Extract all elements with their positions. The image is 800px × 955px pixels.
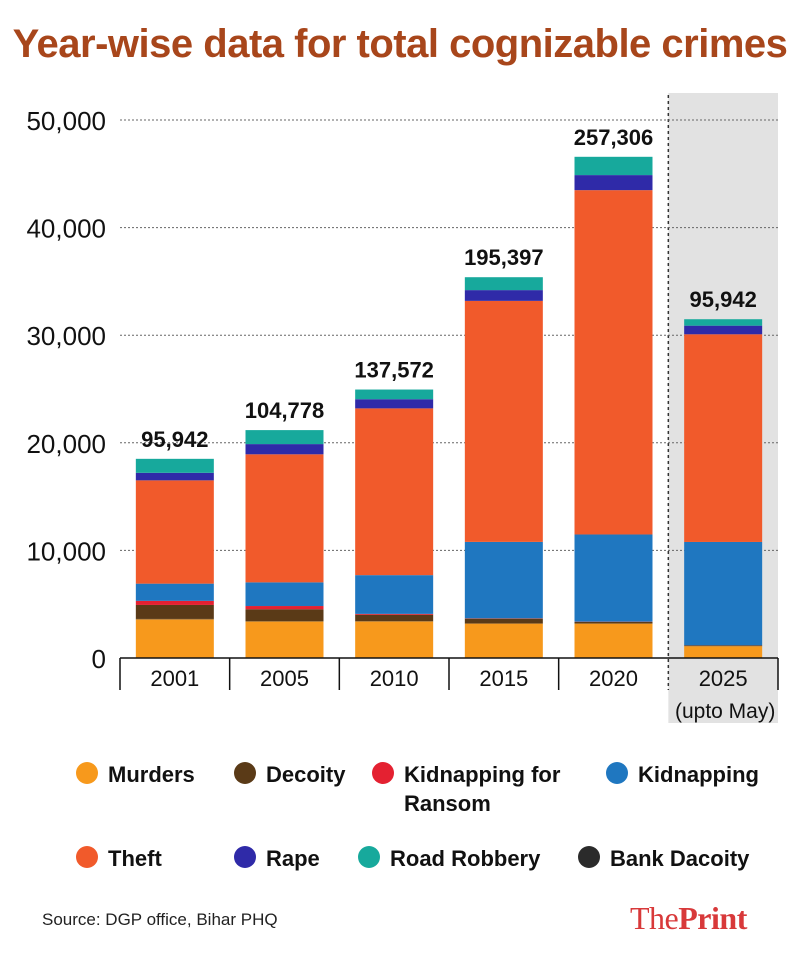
logo-part-print: Print bbox=[678, 900, 747, 936]
legend-swatch bbox=[76, 762, 98, 784]
bar-segment-decoity-2005 bbox=[245, 609, 324, 622]
bar-segment-rape-2010 bbox=[355, 399, 434, 409]
bar-segment-kidnapping-2015 bbox=[464, 541, 543, 619]
bar-segment-road-robbery-2005 bbox=[245, 430, 324, 445]
y-tick-label: 50,000 bbox=[26, 106, 106, 136]
legend-swatch bbox=[578, 846, 600, 868]
legend-item-murders: Murders bbox=[76, 760, 195, 789]
bar-segment-decoity-2001 bbox=[135, 604, 214, 619]
legend-label: Murders bbox=[108, 762, 195, 787]
theprint-logo: ThePrint bbox=[630, 900, 747, 937]
bar-segment-murders-2015 bbox=[464, 623, 543, 658]
bar-segment-kidnapping-2020 bbox=[574, 534, 653, 622]
legend-item-kidnapping-for-ransom: Kidnapping for Ransom bbox=[372, 760, 582, 818]
total-label-2015: 195,397 bbox=[464, 245, 544, 270]
bar-segment-theft-2010 bbox=[355, 408, 434, 576]
bar-segment-decoity-2015 bbox=[464, 618, 543, 624]
x-tick-label: 2025 bbox=[699, 666, 748, 691]
bar-segment-rape-2001 bbox=[135, 472, 214, 481]
y-tick-label: 30,000 bbox=[26, 321, 106, 351]
legend-label: Rape bbox=[266, 846, 320, 871]
bar-segment-rape-2020 bbox=[574, 175, 653, 191]
legend-item-theft: Theft bbox=[76, 844, 162, 873]
legend-label: Road Robbery bbox=[390, 846, 541, 871]
bar-segment-kidnapping-2001 bbox=[135, 583, 214, 601]
bar-segment-road-robbery-2010 bbox=[355, 389, 434, 400]
bar-segment-rape-2005 bbox=[245, 444, 324, 455]
total-label-2010: 137,572 bbox=[354, 358, 434, 383]
bar-segment-rape-2015 bbox=[464, 290, 543, 301]
legend-label: Decoity bbox=[266, 762, 346, 787]
bar-segment-theft-2015 bbox=[464, 300, 543, 542]
bar-segment-road-robbery-2015 bbox=[464, 277, 543, 291]
bar-segment-decoity-2010 bbox=[355, 614, 434, 622]
x-tick-label: 2005 bbox=[260, 666, 309, 691]
chart-title: Year-wise data for total cognizable crim… bbox=[12, 22, 788, 66]
legend-swatch bbox=[234, 762, 256, 784]
bar-segment-road-robbery-2025 bbox=[684, 319, 763, 326]
stacked-bar-chart: 0 10,000 20,000 30,000 40,000 50,000 95,942 104… bbox=[26, 93, 779, 723]
bar-segment-kidnapping-2005 bbox=[245, 582, 324, 607]
bar-segment-decoity-2025 bbox=[684, 645, 763, 647]
legend-label: Kidnapping bbox=[638, 762, 759, 787]
legend-item-decoity: Decoity bbox=[234, 760, 345, 789]
bar-segment-kidnapping-for-ransom-2005 bbox=[245, 606, 324, 610]
legend-label: Kidnapping for Ransom bbox=[404, 762, 561, 816]
x-tick-sublabel: (upto May) bbox=[675, 700, 775, 723]
source-note: Source: DGP office, Bihar PHQ bbox=[42, 910, 278, 929]
legend-swatch bbox=[372, 762, 394, 784]
x-tick-label: 2001 bbox=[150, 666, 199, 691]
y-tick-label: 40,000 bbox=[26, 214, 106, 244]
bar-segment-theft-2001 bbox=[135, 480, 214, 584]
legend-swatch bbox=[234, 846, 256, 868]
bar-segment-murders-2025 bbox=[684, 646, 763, 658]
legend-swatch bbox=[358, 846, 380, 868]
x-tick-label: 2020 bbox=[589, 666, 638, 691]
total-label-2025: 95,942 bbox=[690, 287, 757, 312]
bar-segment-rape-2025 bbox=[684, 325, 763, 335]
bar-segment-theft-2020 bbox=[574, 190, 653, 535]
legend-swatch bbox=[76, 846, 98, 868]
logo-part-the: The bbox=[630, 900, 679, 936]
y-tick-label: 10,000 bbox=[26, 536, 106, 566]
bar-segment-murders-2001 bbox=[135, 619, 214, 658]
legend-label: Theft bbox=[108, 846, 162, 871]
legend-item-bank-dacoity: Bank Dacoity bbox=[578, 844, 749, 873]
bar-segment-murders-2005 bbox=[245, 621, 324, 658]
bar-segment-decoity-2020 bbox=[574, 621, 653, 624]
bar-segment-murders-2020 bbox=[574, 623, 653, 658]
total-label-2005: 104,778 bbox=[245, 398, 325, 423]
bar-segment-theft-2005 bbox=[245, 454, 324, 583]
total-label-2001: 95,942 bbox=[141, 427, 208, 452]
x-tick-label: 2015 bbox=[479, 666, 528, 691]
y-tick-label: 0 bbox=[92, 644, 106, 674]
bar-segment-theft-2025 bbox=[684, 334, 763, 542]
legend-label: Bank Dacoity bbox=[610, 846, 750, 871]
total-label-2020: 257,306 bbox=[574, 125, 654, 150]
bar-segment-kidnapping-for-ransom-2001 bbox=[135, 600, 214, 605]
x-tick-label: 2010 bbox=[370, 666, 419, 691]
legend-item-kidnapping: Kidnapping bbox=[606, 760, 759, 789]
bar-segment-murders-2010 bbox=[355, 621, 434, 658]
bar-segment-road-robbery-2001 bbox=[135, 458, 214, 473]
bar-segment-kidnapping-2010 bbox=[355, 575, 434, 614]
bar-segment-kidnapping-2025 bbox=[684, 541, 763, 646]
bar-segment-kidnapping-for-ransom-2010 bbox=[355, 613, 434, 615]
bar-segment-road-robbery-2020 bbox=[574, 156, 653, 176]
legend-item-road-robbery: Road Robbery bbox=[358, 844, 540, 873]
legend-swatch bbox=[606, 762, 628, 784]
legend-item-rape: Rape bbox=[234, 844, 320, 873]
y-tick-label: 20,000 bbox=[26, 429, 106, 459]
